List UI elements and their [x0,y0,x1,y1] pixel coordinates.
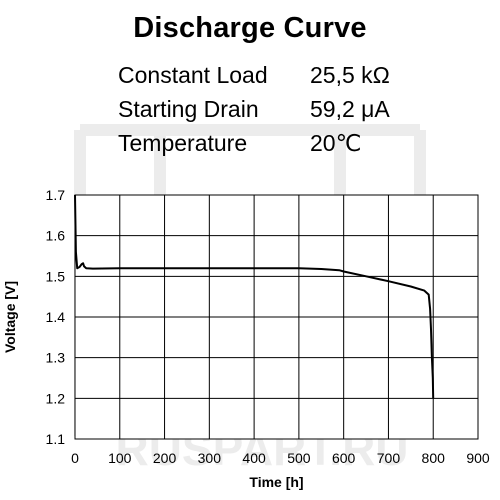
discharge-line-0 [74,194,435,399]
param-row-load: Constant Load 25,5 kΩ [118,62,478,96]
x-tick-label: 500 [287,450,311,466]
y-tick-label: 1.3 [46,350,66,366]
x-tick-label: 600 [332,450,356,466]
x-tick-label: 900 [466,450,490,466]
x-tick-label: 400 [242,450,266,466]
plot-frame [74,194,479,440]
y-tick-label: 1.1 [46,431,66,447]
y-tick-label: 1.7 [46,187,66,203]
y-tick-label: 1.2 [46,390,66,406]
x-axis-label: Time [h] [249,474,303,490]
y-axis-label: Voltage [V] [2,281,18,353]
param-label-load: Constant Load [118,62,268,88]
param-row-temperature: Temperature 20℃ [118,130,478,164]
x-tick-label: 800 [422,450,446,466]
param-value-temperature: 20℃ [310,130,362,156]
test-parameters: Constant Load 25,5 kΩ Starting Drain 59,… [118,62,478,164]
param-row-drain: Starting Drain 59,2 μA [118,96,478,130]
y-tick-label: 1.4 [46,309,66,325]
param-value-drain: 59,2 μA [310,96,390,122]
param-value-load: 25,5 kΩ [310,62,390,88]
param-label-drain: Starting Drain [118,96,259,122]
x-tick-label: 100 [108,450,132,466]
y-tick-label: 1.5 [46,268,66,284]
page-title: Discharge Curve [133,12,367,44]
x-tick-label: 300 [198,450,222,466]
y-tick-label: 1.6 [46,228,66,244]
x-tick-label: 200 [153,450,177,466]
x-tick-label: 700 [377,450,401,466]
x-tick-label: 0 [71,450,79,466]
param-label-temperature: Temperature [118,130,248,156]
